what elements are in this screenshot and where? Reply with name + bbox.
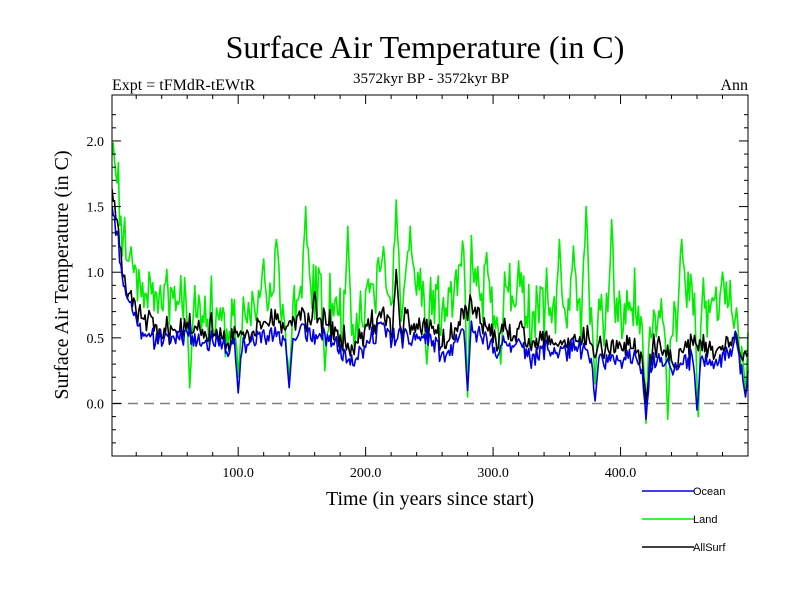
ticks-group: 100.0 200.0 300.0 400.0 0.0 0.5 1.0 1.5 2.0: [87, 95, 748, 481]
chart-subtitle: 3572kyr BP - 3572kyr BP: [353, 71, 509, 87]
series-line-land: [112, 142, 749, 425]
y-tick-label: 0.5: [87, 332, 105, 347]
y-tick-label: 1.0: [87, 266, 105, 281]
legend: Ocean Land AllSurf: [642, 486, 726, 554]
plot-frame: [111, 94, 749, 457]
x-tick-label: 400.0: [605, 466, 637, 481]
expt-label: Expt = tFMdR-tEWtR: [112, 77, 256, 94]
y-tick-label: 0.0: [87, 397, 105, 412]
season-label: Ann: [720, 77, 748, 94]
legend-label-land: Land: [693, 514, 717, 526]
x-tick-label: 100.0: [222, 466, 254, 481]
legend-label-ocean: Ocean: [693, 486, 725, 498]
series-line-allsurf: [112, 188, 749, 405]
legend-label-allsurf: AllSurf: [693, 542, 726, 554]
x-axis-label: Time (in years since start): [326, 488, 534, 510]
y-axis-label: Surface Air Temperature (in C): [51, 150, 73, 399]
series-line-ocean: [112, 205, 749, 421]
chart-title: Surface Air Temperature (in C): [226, 29, 625, 65]
y-tick-label: 1.5: [87, 201, 105, 216]
x-tick-label: 300.0: [477, 466, 509, 481]
x-tick-label: 200.0: [350, 466, 382, 481]
series-group: [112, 142, 749, 425]
y-tick-label: 2.0: [87, 135, 105, 150]
